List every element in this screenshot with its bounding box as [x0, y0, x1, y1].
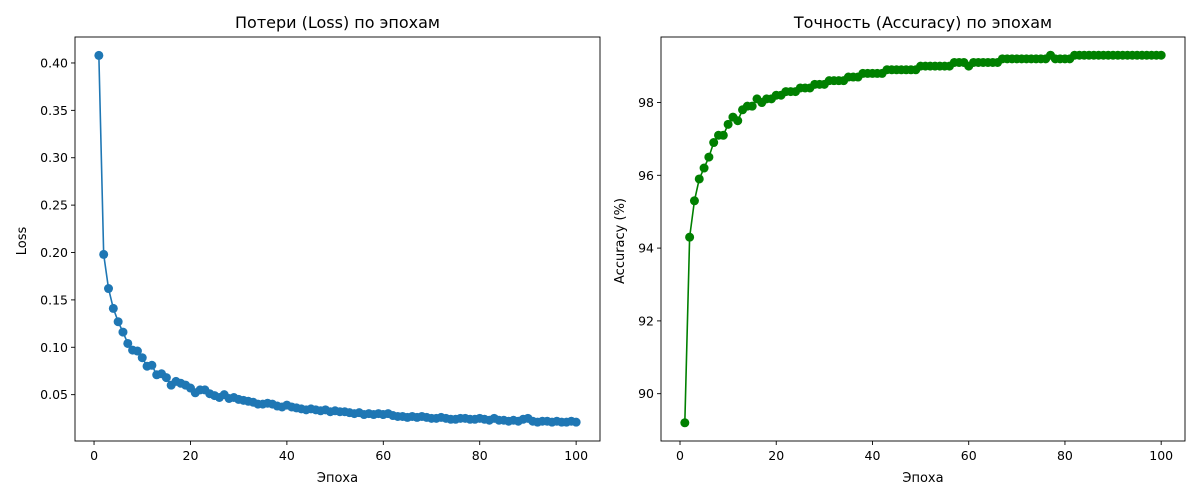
accuracy-data-point [733, 116, 743, 126]
accuracy-data-point [680, 418, 690, 428]
loss-chart-xlabel: Эпоха [317, 471, 358, 486]
accuracy-data-point [1156, 50, 1166, 60]
loss-x-tick-label: 40 [279, 448, 295, 463]
loss-y-tick-label: 0.20 [40, 245, 68, 260]
loss-data-point [94, 50, 104, 60]
accuracy-y-tick-label: 92 [638, 313, 654, 328]
loss-x-tick-label: 0 [90, 448, 98, 463]
accuracy-data-point [704, 152, 714, 162]
loss-data-point [113, 317, 123, 327]
loss-data-point [123, 338, 133, 348]
loss-plot-area: 0 20 40 60 80 100 0.05 0.10 0.15 0.20 0.25 0.30 0.35… [40, 36, 601, 463]
accuracy-x-tick-label: 80 [1057, 448, 1073, 463]
loss-x-tick-label: 20 [183, 448, 199, 463]
loss-x-tick-label: 80 [472, 448, 488, 463]
accuracy-data-point [694, 174, 704, 184]
loss-data-point [161, 373, 171, 383]
accuracy-data-point [689, 196, 699, 206]
loss-data-point [147, 360, 157, 370]
accuracy-x-tick-label: 60 [961, 448, 977, 463]
accuracy-chart-xlabel: Эпоха [902, 471, 943, 486]
loss-data-point [132, 346, 142, 356]
accuracy-y-tick-label: 90 [638, 386, 654, 401]
accuracy-x-tick-label: 100 [1149, 448, 1173, 463]
accuracy-x-tick-label: 0 [676, 448, 684, 463]
loss-chart-ylabel: Loss [15, 227, 30, 256]
accuracy-y-tick-label: 96 [638, 168, 654, 183]
accuracy-axes-frame [660, 36, 1186, 442]
loss-data-point [118, 327, 128, 337]
accuracy-plot-area: 0 20 40 60 80 100 90 92 94 96 98 [638, 36, 1186, 463]
accuracy-data-point [718, 130, 728, 140]
loss-y-tick-label: 0.30 [40, 150, 68, 165]
accuracy-x-tick-label: 20 [768, 448, 784, 463]
accuracy-chart-title: Точность (Accuracy) по эпохам [793, 13, 1052, 32]
loss-axes-frame [74, 36, 601, 442]
loss-y-tick-label: 0.25 [40, 198, 68, 213]
accuracy-chart: Точность (Accuracy) по эпохам Эпоха Accu… [613, 13, 1186, 486]
accuracy-data-point [685, 232, 695, 242]
loss-y-tick-label: 0.15 [40, 292, 68, 307]
accuracy-x-tick-label: 40 [865, 448, 881, 463]
loss-y-tick-label: 0.10 [40, 340, 68, 355]
loss-x-tick-label: 100 [564, 448, 588, 463]
accuracy-data-point [747, 101, 757, 111]
loss-data-point [108, 303, 118, 313]
accuracy-y-tick-label: 94 [638, 241, 654, 256]
accuracy-data-point [699, 163, 709, 173]
loss-y-tick-label: 0.35 [40, 103, 68, 118]
loss-y-tick-label: 0.40 [40, 55, 68, 70]
accuracy-y-tick-label: 98 [638, 95, 654, 110]
loss-x-tick-label: 60 [375, 448, 391, 463]
loss-data-point [104, 284, 114, 294]
loss-y-tick-label: 0.05 [40, 387, 68, 402]
loss-data-point [137, 353, 147, 363]
loss-chart: Потери (Loss) по эпохам Эпоха Loss 0 20 40… [15, 13, 601, 486]
accuracy-data-point [723, 119, 733, 129]
accuracy-data-point [709, 138, 719, 148]
loss-chart-title: Потери (Loss) по эпохам [235, 13, 440, 32]
loss-data-point [99, 249, 109, 259]
accuracy-chart-ylabel: Accuracy (%) [613, 198, 628, 284]
loss-data-point [571, 417, 581, 427]
